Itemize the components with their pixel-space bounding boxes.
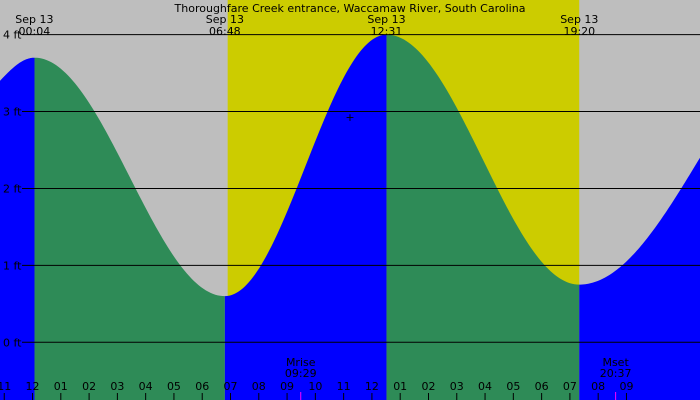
x-tick-label: 11 [337,380,351,393]
x-tick-label: 04 [478,380,492,393]
moon-event-label: Mrise [286,356,316,369]
falling-tide-area [386,34,580,400]
x-tick-label: 01 [54,380,68,393]
x-tick-label: 10 [308,380,322,393]
rising-tide-area [224,34,387,400]
y-tick-label: 4 ft [3,29,22,42]
tide-event-date: Sep 13 [206,13,244,26]
x-tick-label: 03 [450,380,464,393]
x-tick-label: 02 [421,380,435,393]
moon-event-time: 09:29 [285,367,317,380]
x-tick-label: 03 [110,380,124,393]
x-axis-hour-labels: 11 12 01 02 03 04 05 06 07 08 09 10 11 12 01 02 03 04 05 06… [0,380,633,400]
moon-event-time: 20:37 [600,367,632,380]
x-tick-label: 12 [365,380,379,393]
moon-event-label: Mset [602,356,629,369]
x-tick-label: 06 [195,380,209,393]
y-tick-label: 1 ft [3,259,22,272]
x-tick-label: 05 [167,380,181,393]
tide-event-date: Sep 13 [560,13,598,26]
x-tick-label: 04 [139,380,153,393]
x-tick-label: 11 [0,380,11,393]
x-tick-label: 01 [393,380,407,393]
y-tick-label: 3 ft [3,106,22,119]
x-tick-label: 12 [26,380,40,393]
x-tick-label: 09 [619,380,633,393]
x-tick-label: 07 [563,380,577,393]
x-tick-label: 05 [506,380,520,393]
grid-lines [22,34,700,343]
tide-event-time: 06:48 [209,25,241,38]
rising-tide-area [579,157,700,400]
tide-event-date: Sep 13 [15,13,53,26]
x-tick-label: 06 [535,380,549,393]
tide-event-time: 12:31 [371,25,403,38]
x-tick-label: 09 [280,380,294,393]
tide-event-date: Sep 13 [367,13,405,26]
crosshair-cursor-icon: + [345,111,354,124]
x-tick-label: 07 [224,380,238,393]
tide-areas [0,34,700,400]
x-tick-label: 08 [591,380,605,393]
tide-event-time: 19:20 [563,25,595,38]
y-axis-labels: 0 ft 1 ft 2 ft 3 ft 4 ft [3,29,22,350]
tide-event-time: 00:04 [19,25,51,38]
x-tick-label: 08 [252,380,266,393]
y-tick-label: 0 ft [3,336,22,349]
rising-tide-area [0,57,35,400]
falling-tide-area [34,57,225,400]
x-tick-label: 02 [82,380,96,393]
y-tick-label: 2 ft [3,182,22,195]
chart-title: Thoroughfare Creek entrance, Waccamaw Ri… [174,2,526,15]
